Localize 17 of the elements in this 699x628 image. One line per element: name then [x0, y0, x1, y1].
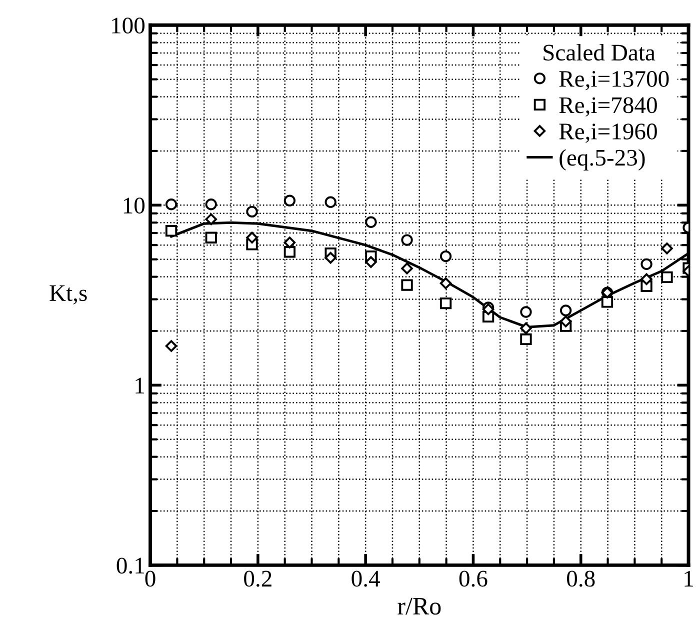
y-axis-title: Kt,s [50, 285, 87, 304]
x-tick-label: 1 [684, 570, 693, 586]
legend-label: Re,i=13700 [559, 70, 669, 90]
legend-label: Re,i=7840 [559, 97, 657, 117]
x-tick-label: 0 [145, 570, 156, 587]
x-axis-title: r/Ro [398, 598, 441, 615]
y-tick-label: 1 [136, 378, 144, 394]
x-tick-label: 0.6 [459, 570, 488, 587]
legend-label: (eq.5-23) [560, 149, 645, 171]
x-tick-label: 0.4 [352, 570, 380, 587]
y-tick-label: 0.1 [116, 558, 144, 574]
x-tick-label: 0.2 [244, 570, 272, 587]
y-tick-label: 100 [112, 18, 145, 34]
legend-label: Re,i=1960 [559, 124, 657, 143]
x-tick-label: 0.8 [567, 570, 595, 587]
y-tick-label: 10 [124, 198, 145, 214]
legend-title: Scaled Data [544, 44, 656, 61]
